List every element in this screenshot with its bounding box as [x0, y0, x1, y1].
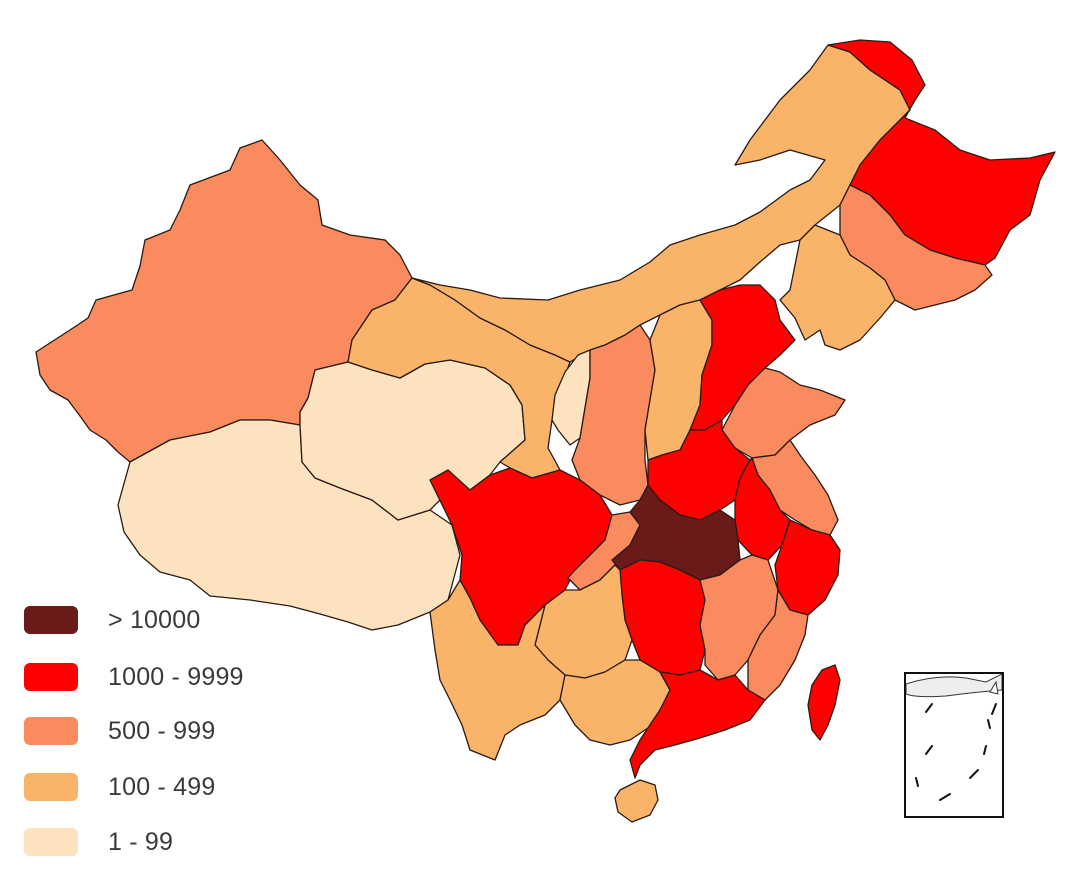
- legend-swatch: [24, 717, 78, 745]
- legend-swatch: [24, 773, 78, 801]
- region-anhui: [734, 457, 791, 561]
- legend-swatch: [24, 663, 78, 691]
- legend-item-500-999: 500 - 999: [24, 715, 215, 747]
- region-shandong: [721, 367, 846, 459]
- legend-item-1-99: 1 - 99: [24, 826, 173, 858]
- region-liaoning: [779, 224, 896, 351]
- region-zhejiang: [774, 519, 841, 616]
- region-hunan: [619, 559, 706, 676]
- legend-label: 100 - 499: [108, 772, 216, 801]
- region-hainan: [614, 779, 659, 823]
- legend-item-1000-9999: 1000 - 9999: [24, 661, 244, 693]
- south-china-sea-inset: [904, 672, 1004, 818]
- south-china-sea-islands: [905, 673, 1003, 801]
- legend-label: 1 - 99: [108, 827, 174, 856]
- legend-label: 500 - 999: [108, 716, 216, 745]
- region-heilongjiang: [827, 39, 1056, 266]
- legend-swatch: [24, 828, 78, 856]
- region-yunnan: [429, 579, 566, 761]
- legend-swatch: [24, 606, 78, 634]
- legend-item-over-10000: > 10000: [24, 604, 200, 636]
- legend-item-100-499: 100 - 499: [24, 771, 215, 803]
- legend-label: > 10000: [108, 605, 201, 634]
- region-guangdong: [629, 669, 766, 779]
- legend-label: 1000 - 9999: [108, 662, 244, 691]
- region-fujian: [747, 589, 809, 701]
- region-taiwan: [807, 664, 841, 741]
